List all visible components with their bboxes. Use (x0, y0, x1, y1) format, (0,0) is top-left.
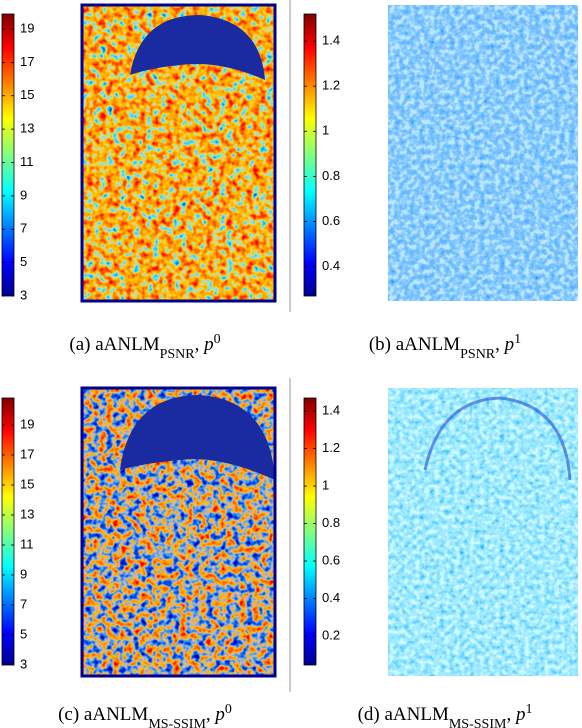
tick-label: 1.4 (322, 403, 340, 418)
tick-label: 0.6 (322, 552, 340, 567)
tick-label: 0.8 (322, 515, 340, 530)
tick-label: 17 (20, 446, 34, 461)
tick-label: 1 (322, 478, 329, 493)
caption-prefix: (c) aANLM (58, 704, 148, 725)
tick-label: 0.8 (322, 168, 340, 183)
colorbar (1, 13, 15, 297)
tick-label: 3 (20, 287, 27, 302)
image-b (388, 5, 578, 301)
caption-subscript: MS-SSIM (449, 717, 507, 728)
tick-label: 13 (20, 506, 34, 521)
colorbar (1, 397, 15, 666)
tick-label: 5 (20, 626, 27, 641)
tick-label: 11 (20, 154, 34, 169)
caption-superscript: 0 (225, 702, 232, 717)
caption-separator: , (495, 334, 505, 355)
caption-variable: p (503, 334, 515, 355)
tick-label: 15 (20, 476, 34, 491)
tick-label: 17 (20, 54, 34, 69)
image-c (80, 386, 277, 678)
tick-label: 15 (20, 87, 34, 102)
tick-label: 9 (20, 187, 27, 202)
caption: (b) aANLMPSNR, p1 (369, 332, 521, 362)
tick-label: 0.4 (322, 590, 340, 605)
caption-variable: p (213, 704, 225, 725)
caption-subscript: PSNR (460, 347, 496, 362)
caption-variable: p (514, 704, 526, 725)
tick-label: 5 (20, 254, 27, 269)
tick-label: 11 (20, 536, 34, 551)
tick-label: 0.2 (322, 627, 340, 642)
tick-label: 9 (20, 566, 27, 581)
caption-separator: , (206, 704, 216, 725)
tick-label: 1.2 (322, 78, 340, 93)
tick-label: 1.2 (322, 440, 340, 455)
tick-label: 19 (20, 20, 34, 35)
caption: (d) aANLMMS-SSIM, p1 (358, 702, 533, 728)
tick-label: 1 (322, 123, 329, 138)
caption: (c) aANLMMS-SSIM, p0 (58, 702, 232, 728)
tick-label: 7 (20, 596, 27, 611)
caption-separator: , (195, 334, 205, 355)
tick-label: 19 (20, 416, 34, 431)
caption-superscript: 0 (214, 332, 221, 347)
caption-subscript: PSNR (160, 347, 196, 362)
caption-superscript: 1 (514, 332, 521, 347)
image-a (80, 3, 277, 303)
tick-label: 3 (20, 656, 27, 671)
colorbar (303, 13, 317, 297)
caption: (a) aANLMPSNR, p0 (69, 332, 220, 362)
caption-variable: p (202, 334, 214, 355)
caption-subscript: MS-SSIM (148, 717, 206, 728)
image-d (388, 388, 578, 676)
caption-prefix: (d) aANLM (358, 704, 449, 725)
tick-label: 7 (20, 221, 27, 236)
tick-label: 0.4 (322, 258, 340, 273)
tick-label: 0.6 (322, 213, 340, 228)
tick-label: 13 (20, 121, 34, 136)
caption-prefix: (b) aANLM (369, 334, 460, 355)
tick-label: 1.4 (322, 33, 340, 48)
caption-separator: , (506, 704, 516, 725)
colorbar (303, 397, 317, 666)
caption-superscript: 1 (525, 702, 532, 717)
caption-prefix: (a) aANLM (69, 334, 159, 355)
